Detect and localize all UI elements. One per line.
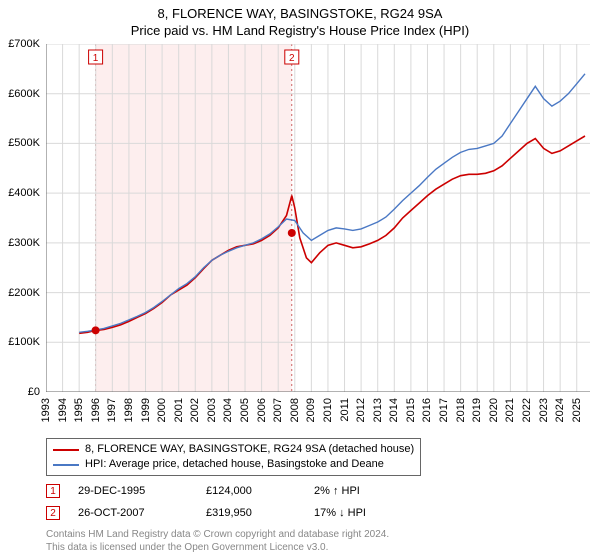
x-tick-label: 2013 bbox=[372, 398, 384, 422]
y-tick-label: £700K bbox=[8, 38, 40, 50]
event-dot-2 bbox=[288, 229, 296, 237]
x-tick-label: 2011 bbox=[339, 398, 351, 422]
legend: 8, FLORENCE WAY, BASINGSTOKE, RG24 9SA (… bbox=[46, 438, 421, 476]
y-tick-label: £200K bbox=[8, 287, 40, 299]
legend-label: 8, FLORENCE WAY, BASINGSTOKE, RG24 9SA (… bbox=[85, 442, 414, 457]
plot-area: 12 bbox=[46, 44, 590, 392]
x-tick-label: 2018 bbox=[455, 398, 467, 422]
x-tick-label: 2016 bbox=[421, 398, 433, 422]
y-tick-label: £100K bbox=[8, 336, 40, 348]
legend-label: HPI: Average price, detached house, Basi… bbox=[85, 457, 384, 472]
event-marker: 1 bbox=[46, 484, 60, 498]
event-box-label-1: 1 bbox=[93, 53, 99, 64]
x-tick-label: 2019 bbox=[471, 398, 483, 422]
x-tick-label: 1995 bbox=[73, 398, 85, 422]
event-table: 1 29-DEC-1995 £124,000 2% ↑ HPI 2 26-OCT-2007… bbox=[46, 480, 404, 524]
x-tick-label: 2023 bbox=[538, 398, 550, 422]
x-tick-label: 1994 bbox=[57, 398, 69, 422]
event-date: 29-DEC-1995 bbox=[78, 485, 188, 497]
x-tick-label: 2020 bbox=[488, 398, 500, 422]
chart-title-line1: 8, FLORENCE WAY, BASINGSTOKE, RG24 9SA bbox=[0, 0, 600, 21]
x-tick-label: 2000 bbox=[156, 398, 168, 422]
y-tick-label: £0 bbox=[28, 386, 40, 398]
y-tick-label: £600K bbox=[8, 88, 40, 100]
x-tick-label: 2007 bbox=[272, 398, 284, 422]
x-tick-label: 1999 bbox=[140, 398, 152, 422]
chart-container: 8, FLORENCE WAY, BASINGSTOKE, RG24 9SA P… bbox=[0, 0, 600, 560]
x-tick-label: 2008 bbox=[289, 398, 301, 422]
event-marker: 2 bbox=[46, 506, 60, 520]
x-tick-label: 2005 bbox=[239, 398, 251, 422]
x-tick-label: 2017 bbox=[438, 398, 450, 422]
y-tick-label: £300K bbox=[8, 237, 40, 249]
event-box-label-2: 2 bbox=[289, 53, 295, 64]
x-tick-label: 2024 bbox=[554, 398, 566, 422]
x-tick-label: 1993 bbox=[40, 398, 52, 422]
y-axis: £0£100K£200K£300K£400K£500K£600K£700K bbox=[0, 44, 44, 392]
x-tick-label: 2003 bbox=[206, 398, 218, 422]
x-tick-label: 2014 bbox=[388, 398, 400, 422]
event-price: £319,950 bbox=[206, 507, 296, 519]
x-axis: 1993199419951996199719981999200020012002… bbox=[46, 394, 590, 436]
footer: Contains HM Land Registry data © Crown c… bbox=[46, 528, 389, 554]
x-tick-label: 2025 bbox=[571, 398, 583, 422]
x-tick-label: 1997 bbox=[106, 398, 118, 422]
chart-title-line2: Price paid vs. HM Land Registry's House … bbox=[0, 21, 600, 42]
y-tick-label: £500K bbox=[8, 137, 40, 149]
x-tick-label: 2001 bbox=[173, 398, 185, 422]
legend-swatch bbox=[53, 464, 79, 466]
event-dot-1 bbox=[92, 326, 100, 334]
event-date: 26-OCT-2007 bbox=[78, 507, 188, 519]
x-tick-label: 2010 bbox=[322, 398, 334, 422]
event-price: £124,000 bbox=[206, 485, 296, 497]
chart-svg: 12 bbox=[46, 44, 590, 392]
event-row: 2 26-OCT-2007 £319,950 17% ↓ HPI bbox=[46, 502, 404, 524]
footer-line2: This data is licensed under the Open Gov… bbox=[46, 541, 389, 554]
legend-item: 8, FLORENCE WAY, BASINGSTOKE, RG24 9SA (… bbox=[53, 442, 414, 457]
x-tick-label: 2006 bbox=[256, 398, 268, 422]
footer-line1: Contains HM Land Registry data © Crown c… bbox=[46, 528, 389, 541]
event-hpi: 2% ↑ HPI bbox=[314, 485, 404, 497]
legend-item: HPI: Average price, detached house, Basi… bbox=[53, 457, 414, 472]
event-hpi: 17% ↓ HPI bbox=[314, 507, 404, 519]
x-tick-label: 2004 bbox=[222, 398, 234, 422]
x-tick-label: 2012 bbox=[355, 398, 367, 422]
x-tick-label: 2002 bbox=[189, 398, 201, 422]
x-tick-label: 2022 bbox=[521, 398, 533, 422]
x-tick-label: 1996 bbox=[90, 398, 102, 422]
event-row: 1 29-DEC-1995 £124,000 2% ↑ HPI bbox=[46, 480, 404, 502]
x-tick-label: 2021 bbox=[504, 398, 516, 422]
x-tick-label: 1998 bbox=[123, 398, 135, 422]
y-tick-label: £400K bbox=[8, 187, 40, 199]
x-tick-label: 2009 bbox=[305, 398, 317, 422]
x-tick-label: 2015 bbox=[405, 398, 417, 422]
legend-swatch bbox=[53, 449, 79, 451]
